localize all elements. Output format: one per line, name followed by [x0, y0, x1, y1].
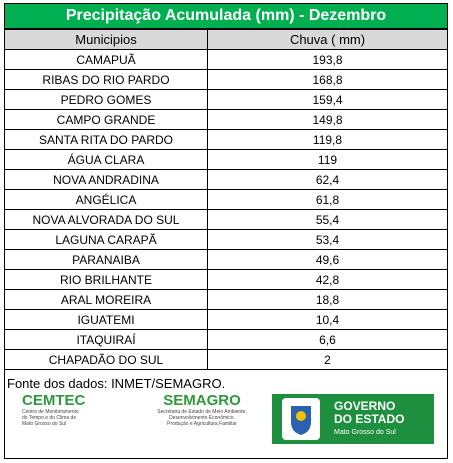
source-note: Fonte dos dados: INMET/SEMAGRO.: [7, 376, 226, 391]
table-row: CAMAPUÃ 193,8: [5, 49, 447, 70]
table-row: IGUATEMI 10,4: [5, 309, 447, 330]
table-row: PEDRO GOMES 159,4: [5, 89, 447, 110]
rainfall: 18,8: [207, 289, 447, 310]
logo-line: Secretaria de Estado de Meio Ambiente,: [157, 409, 247, 415]
rainfall: 49,6: [207, 249, 447, 270]
cemtec-logo: CEMTEC Centro de Monitoramento do Tempo …: [22, 392, 132, 427]
logo-line: Centro de Monitoramento: [22, 409, 79, 415]
column-header: Chuva ( mm): [207, 29, 447, 50]
municipality: CHAPADÃO DO SUL: [5, 349, 208, 370]
page: Precipitação Acumulada (mm) - Dezembro M…: [4, 3, 448, 459]
logo-line: Desenvolvimento Econômico,: [169, 415, 235, 421]
rainfall: 10,4: [207, 309, 447, 330]
table-row: ITAQUIRAÍ 6,6: [5, 329, 447, 350]
logo-line: Produção e Agricultura Familiar: [167, 421, 237, 427]
rainfall: 159,4: [207, 89, 447, 110]
table-row: ÁGUA CLARA 119: [5, 149, 447, 170]
municipality: PEDRO GOMES: [5, 89, 208, 110]
logo-line: do Tempo e do Clima de: [22, 415, 77, 421]
municipality: NOVA ANDRADINA: [5, 169, 208, 190]
rainfall: 61,8: [207, 189, 447, 210]
logo-name: SEMAGRO: [163, 392, 241, 409]
column-header: Municipios: [5, 29, 208, 50]
rainfall: 119,8: [207, 129, 447, 150]
logo-state: Mato Grosso do Sul: [334, 429, 396, 436]
logo-name: CEMTEC: [22, 392, 86, 409]
rainfall: 42,8: [207, 269, 447, 290]
municipality: ÁGUA CLARA: [5, 149, 208, 170]
table-row: PARANAIBA 49,6: [5, 249, 447, 270]
municipality: ARAL MOREIRA: [5, 289, 208, 310]
table-row: ARAL MOREIRA 18,8: [5, 289, 447, 310]
logo-line: GOVERNO: [334, 399, 396, 413]
logo-line: DO ESTADO: [334, 412, 405, 426]
logo-line: Mato Grosso do Sul: [22, 421, 67, 427]
municipality: CAMPO GRANDE: [5, 109, 208, 130]
municipality: SANTA RITA DO PARDO: [5, 129, 208, 150]
header-row: Municipios Chuva ( mm): [5, 29, 447, 50]
municipality: RIO BRILHANTE: [5, 269, 208, 290]
table-row: SANTA RITA DO PARDO 119,8: [5, 129, 447, 150]
rainfall: 2: [207, 349, 447, 370]
table-row: ANGÉLICA 61,8: [5, 189, 447, 210]
rainfall: 119: [207, 149, 447, 170]
table-row: LAGUNA CARAPÃ 53,4: [5, 229, 447, 250]
rainfall: 55,4: [207, 209, 447, 230]
table-row: CHAPADÃO DO SUL 2: [5, 349, 447, 370]
rainfall: 53,4: [207, 229, 447, 250]
municipality: ANGÉLICA: [5, 189, 208, 210]
municipality: LAGUNA CARAPÃ: [5, 229, 208, 250]
semagro-logo: SEMAGRO Secretaria de Estado de Meio Amb…: [142, 392, 262, 427]
rainfall: 168,8: [207, 69, 447, 90]
rainfall: 149,8: [207, 109, 447, 130]
rainfall: 62,4: [207, 169, 447, 190]
table-row: CAMPO GRANDE 149,8: [5, 109, 447, 130]
table-row: RIBAS DO RIO PARDO 168,8: [5, 69, 447, 90]
coat-of-arms: [282, 398, 320, 440]
table: Municipios Chuva ( mm) CAMAPUÃ 193,8 RIBAS…: [5, 29, 447, 370]
title: Precipitação Acumulada (mm) - Dezembro: [5, 4, 447, 29]
municipality: RIBAS DO RIO PARDO: [5, 69, 208, 90]
table-row: NOVA ALVORADA DO SUL 55,4: [5, 209, 447, 230]
municipality: CAMAPUÃ: [5, 49, 208, 70]
table-row: RIO BRILHANTE 42,8: [5, 269, 447, 290]
governo-logo: GOVERNO DO ESTADO Mato Grosso do Sul: [272, 394, 434, 444]
municipality: ITAQUIRAÍ: [5, 329, 208, 350]
municipality: PARANAIBA: [5, 249, 208, 270]
rainfall: 193,8: [207, 49, 447, 70]
table-row: NOVA ANDRADINA 62,4: [5, 169, 447, 190]
municipality: NOVA ALVORADA DO SUL: [5, 209, 208, 230]
rainfall: 6,6: [207, 329, 447, 350]
municipality: IGUATEMI: [5, 309, 208, 330]
